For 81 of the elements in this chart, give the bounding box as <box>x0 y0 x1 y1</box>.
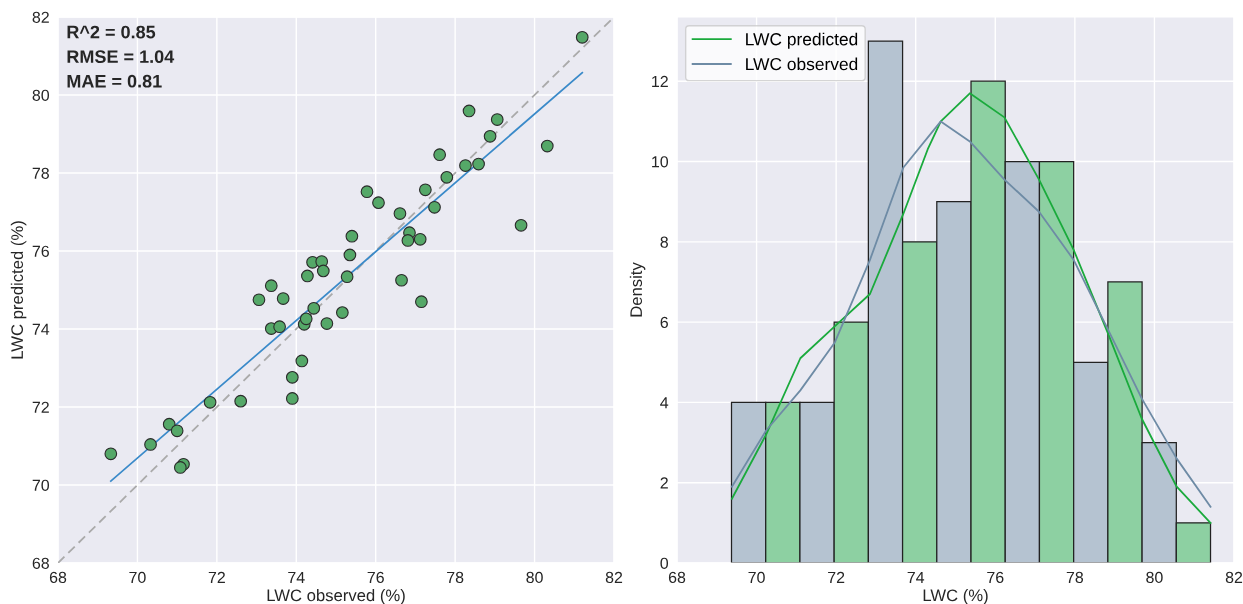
y-tick-label: 8 <box>660 236 668 248</box>
y-tick-label: 82 <box>32 11 49 23</box>
point <box>413 232 427 246</box>
point <box>345 229 359 243</box>
y-tick-label: 68 <box>32 557 49 569</box>
point <box>490 113 504 126</box>
annotation: R^2 = 0.85 <box>67 25 156 39</box>
point <box>203 395 217 409</box>
y-tick-label: 72 <box>32 401 49 413</box>
point <box>401 234 415 247</box>
point <box>320 317 334 330</box>
point <box>273 320 286 334</box>
point <box>316 264 330 278</box>
y-axis-title: Density <box>629 262 646 317</box>
y-tick-label: 0 <box>660 557 669 569</box>
point <box>144 438 157 451</box>
point <box>299 312 313 326</box>
point <box>418 183 432 197</box>
y-tick-label: 76 <box>32 245 49 257</box>
y-tick-label: 74 <box>32 323 50 335</box>
y-tick-label: 2 <box>660 477 668 489</box>
y-tick-label: 78 <box>32 167 49 179</box>
point <box>459 159 472 172</box>
point <box>472 157 485 171</box>
x-tick-label: 78 <box>447 571 464 584</box>
point <box>440 170 454 184</box>
point <box>343 248 357 262</box>
x-tick-label: 76 <box>367 571 384 584</box>
x-tick-label: 82 <box>605 571 623 584</box>
annotation: MAE = 0.81 <box>67 74 162 88</box>
point <box>276 292 290 305</box>
point <box>285 370 299 384</box>
point <box>301 269 314 283</box>
point <box>433 148 447 162</box>
point <box>483 129 497 143</box>
x-tick-label: 72 <box>208 571 225 583</box>
point <box>514 218 528 232</box>
point <box>104 447 118 461</box>
x-tick-label: 76 <box>987 571 1004 584</box>
x-tick-label: 82 <box>1225 571 1243 584</box>
x-tick-label: 74 <box>907 571 925 583</box>
point <box>428 200 441 214</box>
point <box>252 293 266 307</box>
y-tick-label: 10 <box>652 156 669 168</box>
point <box>340 270 354 284</box>
y-axis-title: LWC predicted (%) <box>10 221 27 359</box>
point <box>540 139 554 153</box>
x-tick-label: 78 <box>1066 571 1084 584</box>
x-tick-label: 72 <box>828 571 845 583</box>
point <box>372 196 385 210</box>
point <box>173 461 187 474</box>
point <box>335 306 349 319</box>
point <box>264 279 278 293</box>
annotation: RMSE = 1.04 <box>67 50 175 64</box>
point <box>393 207 407 220</box>
y-tick-label: 80 <box>32 89 50 101</box>
legend-label: LWC observed <box>746 57 858 71</box>
y-tick-label: 12 <box>652 75 668 88</box>
x-tick-label: 70 <box>129 571 146 584</box>
x-tick-label: 68 <box>668 571 686 584</box>
point <box>415 295 428 309</box>
y-tick-label: 6 <box>660 316 668 329</box>
x-axis-title: LWC observed (%) <box>267 589 405 604</box>
point <box>295 354 309 368</box>
point <box>285 392 299 405</box>
x-tick-label: 80 <box>1146 571 1163 584</box>
point <box>575 30 589 44</box>
point <box>360 185 374 199</box>
point <box>307 301 321 315</box>
x-axis-title: LWC (%) <box>923 589 988 604</box>
point <box>395 273 408 287</box>
point <box>234 394 248 408</box>
x-tick-label: 68 <box>49 571 67 584</box>
x-tick-label: 70 <box>748 571 765 584</box>
point <box>170 424 184 438</box>
point <box>462 104 476 118</box>
legend-label: LWC predicted <box>746 32 858 49</box>
x-tick-label: 80 <box>526 571 543 584</box>
y-tick-label: 70 <box>32 479 50 491</box>
y-tick-label: 4 <box>660 397 669 409</box>
x-tick-label: 74 <box>288 571 305 583</box>
